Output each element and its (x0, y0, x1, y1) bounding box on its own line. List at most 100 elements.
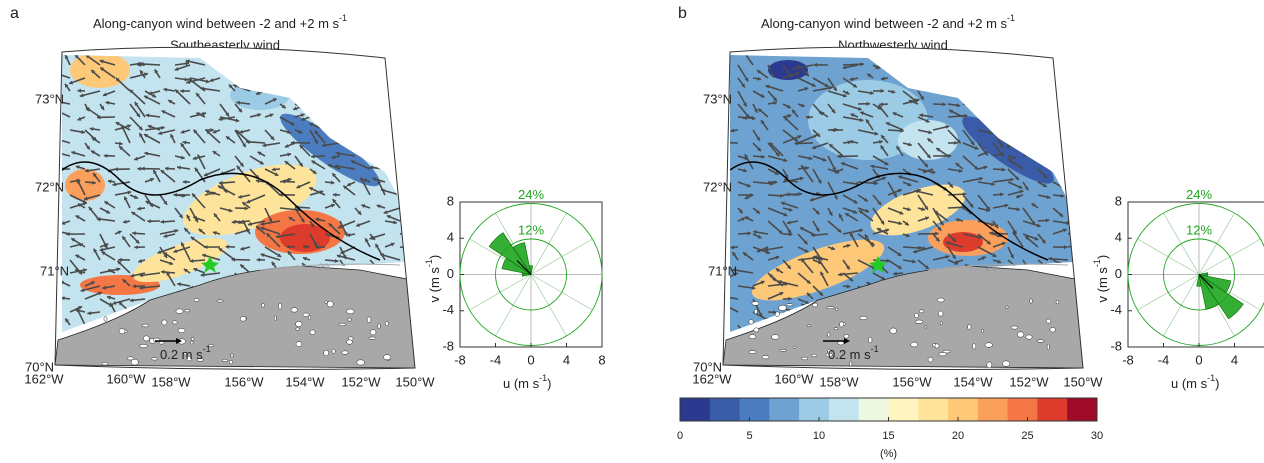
vector-head (235, 130, 240, 134)
lake (938, 310, 944, 317)
lake (1002, 360, 1011, 367)
vector-head (346, 232, 351, 237)
lake (346, 339, 353, 345)
vector-head (907, 182, 912, 187)
vector-head (758, 108, 763, 113)
lake (827, 332, 831, 338)
vector-head (775, 268, 780, 273)
vector-head (837, 228, 842, 233)
lake (196, 358, 204, 362)
wind-vector (730, 141, 739, 144)
lake (986, 361, 993, 369)
vector-head (231, 220, 236, 225)
colorbar-bin (918, 398, 949, 421)
superscript: -1 (1092, 259, 1102, 267)
vector-head (205, 189, 210, 194)
vector-head (206, 130, 211, 135)
vector-head (905, 233, 910, 238)
wind-vector (379, 253, 401, 261)
vector-head (203, 172, 208, 177)
vector-head (296, 184, 301, 189)
vector-head (79, 93, 84, 98)
wind-vector (1067, 64, 1073, 79)
lake (130, 358, 139, 366)
vector-head (107, 295, 111, 300)
vector-head (744, 154, 749, 159)
vector-head (1004, 203, 1009, 208)
vector-head (132, 231, 136, 236)
vector-head (742, 252, 747, 257)
superscript: -1 (424, 259, 434, 267)
vector-head (1066, 220, 1070, 226)
vector-head (784, 117, 789, 121)
vector-head (919, 113, 924, 118)
vector-head (117, 260, 122, 265)
vector-head (247, 221, 252, 226)
vector-head (801, 258, 805, 263)
vector-head (343, 185, 348, 190)
vector-head (991, 181, 995, 187)
vector-head (1015, 194, 1020, 199)
vector-head (857, 106, 862, 111)
panel-title: Along-canyon wind between -2 and +2 m s-… (93, 13, 347, 31)
vector-head (228, 208, 233, 213)
wind-vector (767, 207, 788, 217)
vector-head (898, 175, 903, 180)
vector-head (302, 256, 307, 261)
field-patch (65, 169, 105, 201)
vector-head (170, 134, 175, 139)
vector-head (777, 279, 782, 285)
lake (302, 312, 310, 318)
vector-head (915, 98, 920, 103)
vector-head (188, 78, 193, 83)
vector-head (105, 100, 110, 105)
vector-head (169, 261, 174, 266)
vector-head (860, 111, 865, 116)
lake (177, 328, 186, 334)
superscript: -1 (871, 344, 879, 354)
vector-head (298, 129, 303, 134)
vector-head (897, 188, 902, 193)
y-tick-label: 0 (447, 266, 454, 281)
y-tick-label: 4 (1115, 230, 1122, 245)
vector-head (271, 167, 276, 172)
lake (1049, 327, 1056, 333)
vector-head (730, 245, 735, 250)
colorbar-bin (709, 398, 741, 421)
vector-head (100, 67, 105, 72)
vector-head (914, 189, 919, 194)
vector-head (989, 231, 993, 236)
vector-head (163, 87, 168, 92)
vector-head (193, 216, 198, 221)
vector-head (311, 154, 315, 159)
vector-head (148, 91, 153, 96)
vector-head (979, 176, 983, 181)
vector-head (400, 171, 404, 176)
y-tick-label: 0 (1115, 266, 1122, 281)
vector-head (198, 228, 203, 233)
vector-head (1079, 157, 1083, 161)
y-tick-label: -8 (442, 338, 454, 353)
lake (835, 307, 839, 311)
wind-vector (62, 138, 71, 144)
vector-head (246, 199, 251, 204)
colorbar-bin (858, 398, 889, 421)
vector-head (760, 280, 765, 285)
vector-head (301, 117, 306, 122)
vector-head (119, 141, 123, 146)
rose-ring (495, 238, 567, 311)
lake (189, 340, 194, 345)
vector-head (65, 318, 69, 323)
vector-head (1078, 76, 1081, 80)
vector-head (239, 129, 244, 134)
x-tick-label: -4 (1158, 352, 1170, 367)
vector-head (815, 210, 820, 215)
contour (259, 263, 401, 271)
vector-head (769, 142, 774, 147)
vector-head (925, 216, 929, 221)
lake (118, 328, 126, 335)
vector-head (955, 163, 960, 167)
lat-label: 70°N (693, 359, 722, 374)
colorbar-bin (1007, 398, 1038, 421)
